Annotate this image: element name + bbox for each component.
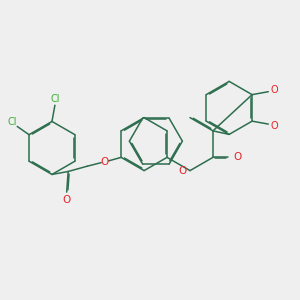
- Text: O: O: [270, 85, 278, 95]
- Text: Cl: Cl: [7, 117, 17, 127]
- Text: O: O: [270, 121, 278, 130]
- Text: O: O: [101, 157, 109, 167]
- Text: O: O: [63, 195, 71, 205]
- Text: Cl: Cl: [51, 94, 60, 104]
- Text: O: O: [233, 152, 241, 162]
- Text: O: O: [178, 166, 187, 176]
